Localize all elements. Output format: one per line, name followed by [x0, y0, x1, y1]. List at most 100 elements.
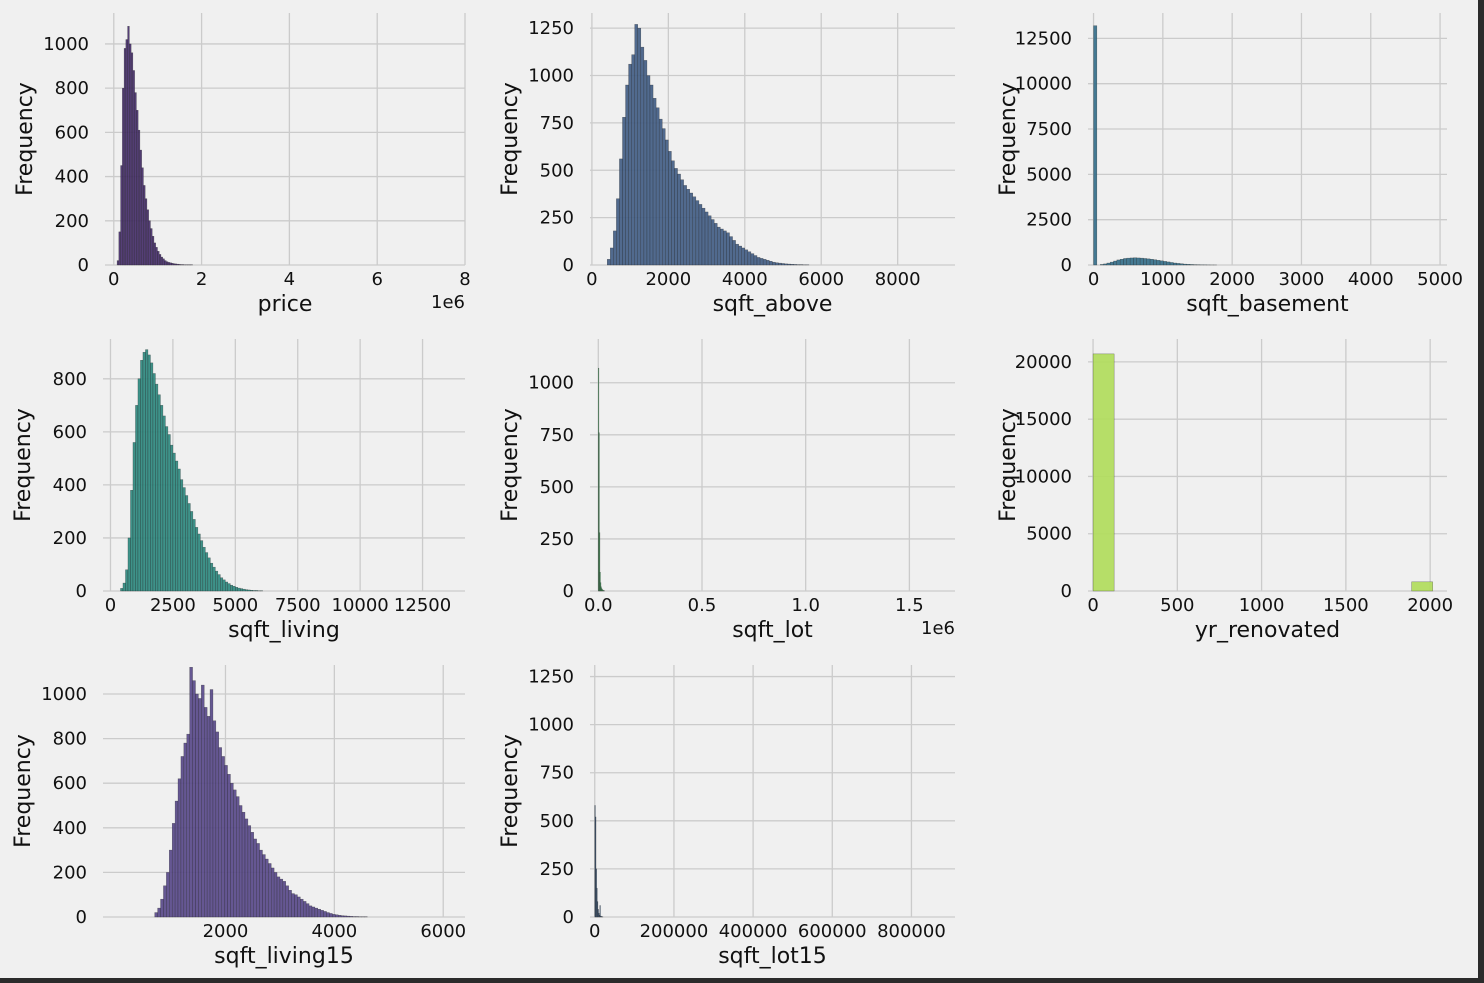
histogram-bar — [710, 219, 715, 266]
histogram-bar — [185, 495, 189, 592]
histogram-bar — [707, 215, 712, 266]
histogram-bar — [132, 70, 135, 266]
histogram-bar — [790, 264, 794, 266]
histogram-bar — [207, 557, 211, 592]
histogram-bar — [123, 48, 127, 266]
x-tick-label: 0 — [1087, 595, 1098, 616]
histogram-bar — [148, 220, 151, 266]
histogram-bar — [1136, 257, 1141, 266]
x-axis-label: sqft_living15 — [214, 944, 354, 969]
histogram-bar — [288, 890, 292, 918]
histogram-bar — [262, 854, 266, 918]
histogram-bar — [689, 192, 694, 266]
histogram-bar — [1119, 259, 1124, 266]
y-tick-label: 750 — [540, 763, 574, 784]
histogram-bar — [247, 589, 251, 592]
x-tick-label: 6000 — [420, 921, 466, 942]
histogram-bar — [127, 537, 131, 592]
y-tick-label: 1000 — [41, 684, 87, 705]
histogram-bar — [1093, 25, 1098, 266]
histogram-bar — [671, 160, 675, 266]
histogram-bar — [215, 731, 219, 918]
y-tick-label: 200 — [55, 211, 89, 232]
histogram-bar — [285, 885, 289, 918]
histogram-bar — [747, 251, 752, 266]
subplot-sqft_living15: 2000 4000 6000 0 200 400 600 800 1000 sqft_living… — [11, 665, 466, 969]
histogram-bar — [677, 173, 681, 266]
histogram-bar — [155, 383, 159, 592]
histogram-bar — [205, 552, 209, 592]
y-tick-label: 12500 — [1015, 28, 1072, 49]
histogram-bar — [177, 468, 181, 592]
subplot-sqft_basement: 0 1000 2000 3000 4000 5000 0 2500 5000 7500 10000 1… — [996, 13, 1463, 317]
histogram-bar — [1179, 263, 1184, 266]
histogram-bar — [192, 519, 196, 592]
histogram-bar — [187, 503, 191, 592]
subplot-sqft_lot: 0.0 0.5 1.0 1.5 0 250 500 750 1000 sqft_lot Freque… — [498, 339, 955, 643]
histogram-bar — [154, 912, 158, 918]
histogram-bar — [637, 27, 642, 266]
y-tick-label: 800 — [53, 369, 87, 390]
histogram-bar — [141, 167, 144, 266]
histogram-bar — [167, 434, 171, 592]
subplot-sqft_living: 0 2500 5000 7500 10000 12500 0 200 400 600 800 sqft… — [11, 339, 465, 643]
histogram-bar — [781, 263, 785, 266]
histogram-bar — [311, 906, 316, 918]
histogram-bar — [150, 228, 153, 266]
histogram-bar — [160, 898, 164, 918]
x-tick-label: 0 — [105, 595, 116, 616]
y-tick-label: 2500 — [1026, 210, 1072, 231]
x-tick-label: 4000 — [722, 269, 768, 290]
x-tick-label: 2000 — [645, 269, 691, 290]
histogram-bar — [717, 226, 721, 266]
subplot-sqft_lot15: 0 200000 400000 600000 800000 0 250 500 750 1000 1… — [498, 665, 955, 969]
histogram-bar — [171, 823, 176, 918]
histogram-bar — [159, 254, 162, 266]
y-tick-label: 10000 — [1015, 74, 1072, 95]
histogram-bar — [180, 756, 185, 918]
y-tick-label: 400 — [53, 475, 87, 496]
y-tick-label: 800 — [55, 78, 89, 99]
y-tick-label: 0 — [76, 581, 87, 602]
histogram-bar — [143, 185, 146, 266]
histogram-bar — [622, 117, 626, 266]
x-axis-label: sqft_basement — [1186, 292, 1349, 317]
histogram-bar — [643, 60, 648, 266]
y-tick-label: 7500 — [1026, 119, 1072, 140]
x-tick-label: 500 — [1160, 595, 1194, 616]
histogram-bar — [738, 245, 742, 266]
x-tick-label: 6 — [371, 269, 382, 290]
histogram-bar — [160, 405, 164, 592]
x-tick-label: 4 — [284, 269, 295, 290]
histogram-bar — [674, 168, 678, 266]
y-tick-label: 0 — [1061, 581, 1072, 602]
histogram-bar — [634, 24, 638, 266]
y-axis-label: Frequency — [11, 734, 36, 848]
histogram-bar — [169, 849, 173, 918]
histogram-bar — [130, 52, 134, 266]
x-axis-label: sqft_living — [228, 618, 340, 643]
histogram-bar — [1169, 262, 1174, 266]
x-axis-label: sqft_above — [713, 292, 833, 317]
y-tick-label: 1250 — [528, 667, 574, 688]
histogram-bar — [1143, 258, 1147, 266]
histogram-bar — [192, 680, 196, 918]
histogram-bar — [198, 698, 202, 918]
histogram-bar — [765, 260, 770, 266]
histogram-bar — [1123, 258, 1128, 266]
histogram-bar — [343, 915, 348, 918]
histogram-bar — [202, 547, 206, 592]
histogram-bar — [250, 832, 254, 918]
y-axis-label: Frequency — [11, 408, 36, 522]
histogram-bar — [206, 716, 211, 918]
y-tick-label: 500 — [540, 477, 574, 498]
histogram-bar — [240, 588, 244, 592]
histogram-bar — [195, 527, 199, 592]
histogram-bar — [692, 196, 697, 266]
histogram-bar — [619, 158, 623, 266]
y-axis-label: Frequency — [13, 82, 38, 196]
x-tick-label: 1500 — [1323, 595, 1369, 616]
histogram-bar — [210, 562, 214, 592]
histogram-bar — [616, 198, 620, 266]
